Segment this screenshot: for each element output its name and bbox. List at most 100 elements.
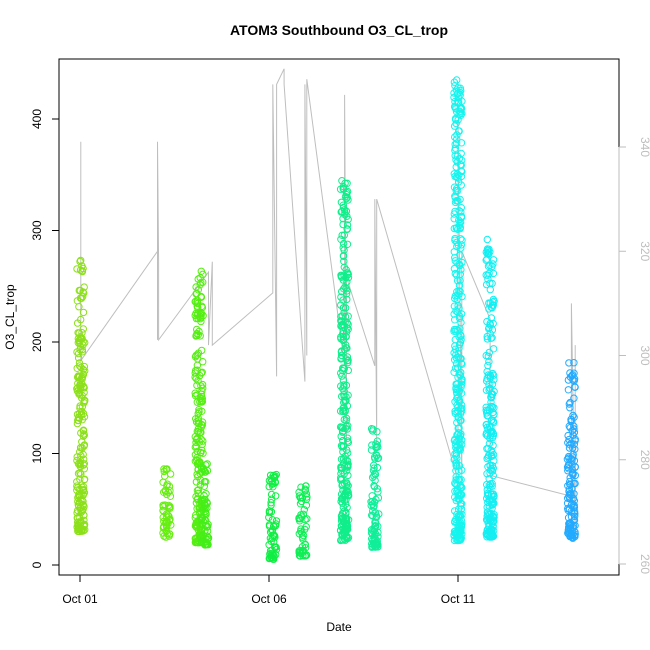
data-point [368,441,376,449]
data-point [198,397,207,406]
data-point [271,478,279,486]
data-point [457,161,465,169]
data-point [339,252,348,260]
data-point [201,507,210,516]
data-point [272,492,280,500]
data-point [165,532,173,540]
data-point [166,515,174,523]
data-point [79,308,88,317]
y-axis-left: 0 100 200 300 400 [30,109,60,568]
data-point [456,270,464,278]
data-point [371,469,379,478]
data-point [302,490,311,498]
data-point [341,179,349,188]
data-point [196,310,205,318]
data-point [482,386,491,394]
data-point [337,536,345,544]
data-point [196,332,204,340]
data-point [342,414,351,422]
data-point [456,534,464,542]
y2-tick-label: 340 [638,137,650,157]
y-axis-label: O3_CL_trop [3,284,17,350]
data-point [454,393,462,402]
data-point [337,348,346,356]
data-point [566,480,574,488]
data-point [342,341,350,349]
data-point [487,303,495,311]
data-point [198,380,207,389]
data-point [487,446,495,455]
data-point [452,197,460,205]
data-point [483,445,491,453]
data-point [482,431,490,439]
data-point [166,492,175,500]
data-point [484,361,492,370]
data-point [79,325,88,333]
data-point [455,281,464,290]
point-cluster [336,177,353,545]
data-point [369,466,378,475]
data-point [162,513,171,521]
data-point [566,404,574,412]
data-point [367,425,376,433]
data-point [160,532,168,540]
data-point [199,531,207,539]
data-point [265,507,274,515]
data-point [569,471,577,479]
data-point [336,185,345,193]
data-point [198,446,206,454]
data-point [452,156,460,164]
data-point [339,427,347,435]
data-point [368,535,376,543]
data-point [372,513,380,522]
data-point [458,375,466,383]
data-point [456,287,464,295]
data-point [198,421,207,429]
data-point [454,424,462,433]
data-point [200,518,208,526]
data-point [80,476,89,484]
data-point [191,389,199,397]
data-point [199,358,207,366]
data-point [567,439,575,447]
data-point [483,255,491,263]
data-point [191,373,199,381]
data-point [371,535,379,543]
data-point [570,369,578,377]
data-point [339,520,347,529]
data-point [456,371,464,379]
data-point [454,406,462,415]
data-point [80,465,89,473]
data-point [203,527,212,535]
data-point [489,345,498,353]
data-point [456,104,465,113]
data-point [485,245,493,254]
data-point [487,314,496,322]
data-point [456,88,464,97]
y2-tick-label: 260 [638,554,650,574]
data-point [565,487,573,496]
data-point [76,485,84,493]
data-point [451,114,460,123]
data-point [202,478,210,486]
data-point [564,527,573,535]
data-point [455,127,463,135]
data-point [73,387,82,395]
data-point [458,466,466,474]
data-point [343,295,351,304]
x-tick-label: Oct 01 [62,592,98,606]
data-point [451,292,459,300]
data-point [73,523,81,531]
data-point [571,530,579,538]
data-point [193,495,202,504]
y-tick-label: 300 [30,220,44,240]
data-point [79,501,87,510]
data-point [201,541,209,549]
data-point [457,149,465,158]
data-point [456,223,464,232]
data-point [160,467,168,476]
data-point [484,271,492,279]
data-point [485,348,493,357]
point-cluster [295,482,311,560]
data-point [570,503,578,511]
